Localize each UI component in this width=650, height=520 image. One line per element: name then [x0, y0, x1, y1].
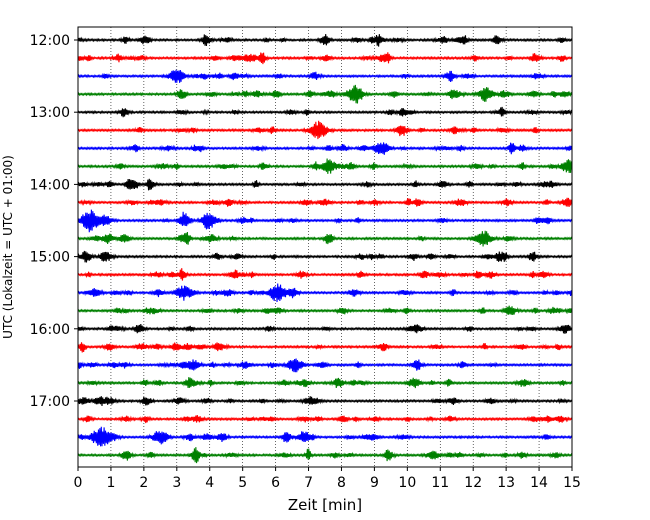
x-tick-label: 5: [238, 475, 247, 491]
trace-line: [77, 142, 573, 155]
trace-line: [77, 447, 573, 464]
trace-line: [77, 120, 573, 140]
x-tick-label: 3: [172, 475, 181, 491]
trace-line: [77, 197, 573, 207]
plot-frame: [77, 26, 573, 468]
trace-line: [77, 396, 573, 406]
x-tick-label: 4: [205, 475, 214, 491]
plot-background: [78, 27, 572, 467]
trace-line: [77, 209, 573, 233]
x-axis-ticks: 0 1 2 3 4 5 6 7 8 9 10 11 12 13 14 15: [74, 467, 581, 491]
trace-line: [77, 84, 573, 104]
x-axis-label: Zeit [min]: [288, 496, 362, 514]
y-axis-label: UTC (Lokalzeit = UTC + 01:00): [1, 155, 15, 339]
trace-line: [77, 230, 573, 247]
trace-line: [77, 323, 573, 334]
trace-line: [77, 283, 573, 302]
x-tick-label: 2: [139, 475, 148, 491]
x-tick-label: 10: [398, 475, 416, 491]
x-tick-label: 9: [370, 475, 379, 491]
y-axis-ticks: 12:00 13:00 14:00 15:00 16:00 17:00: [30, 33, 78, 410]
trace-line: [77, 305, 573, 316]
trace-line: [77, 358, 573, 373]
y-tick-label: 13:00: [30, 105, 70, 121]
x-tick-label: 14: [530, 475, 548, 491]
x-tick-label: 11: [431, 475, 449, 491]
trace-line: [77, 106, 573, 118]
trace-line: [77, 414, 573, 424]
trace-line: [77, 52, 573, 65]
trace-line: [77, 342, 573, 353]
x-tick-label: 0: [74, 475, 83, 491]
y-tick-label: 17:00: [30, 394, 70, 410]
trace-line: [77, 69, 573, 83]
x-tick-label: 12: [464, 475, 482, 491]
y-tick-label: 14:00: [30, 177, 70, 193]
x-tick-label: 1: [106, 475, 115, 491]
y-tick-label: 16:00: [30, 322, 70, 338]
trace-line: [77, 426, 573, 447]
y-tick-label: 12:00: [30, 33, 70, 49]
x-tick-label: 8: [337, 475, 346, 491]
x-tick-label: 13: [497, 475, 515, 491]
y-tick-label: 15:00: [30, 250, 70, 266]
trace-line: [77, 250, 573, 263]
x-tick-label: 15: [563, 475, 581, 491]
seismogram-traces: [77, 34, 573, 464]
trace-line: [77, 268, 573, 281]
x-tick-label: 7: [304, 475, 313, 491]
grid-lines: [110, 27, 540, 467]
trace-line: [77, 178, 573, 191]
x-tick-label: 6: [271, 475, 280, 491]
trace-line: [77, 377, 573, 389]
trace-line: [77, 158, 573, 174]
trace-line: [77, 34, 573, 47]
